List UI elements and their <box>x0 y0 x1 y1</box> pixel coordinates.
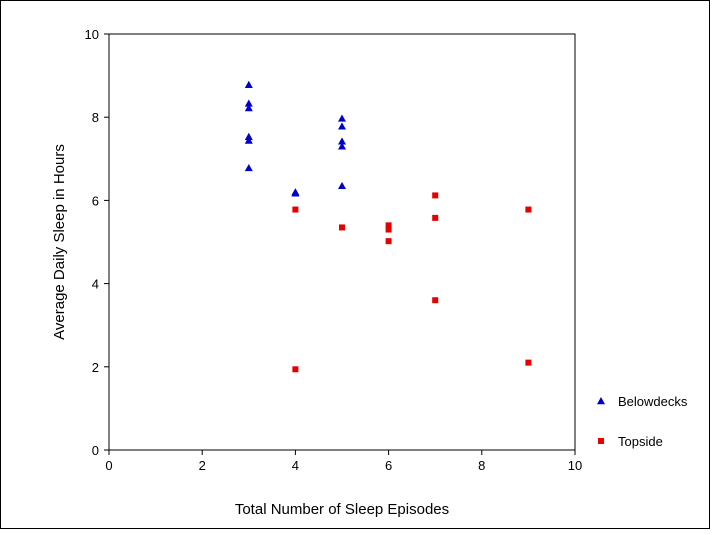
belowdecks-point <box>244 132 253 140</box>
belowdecks-point <box>338 181 346 190</box>
belowdecks-point <box>338 114 346 122</box>
topside-point <box>432 214 439 221</box>
belowdecks-legend-marker <box>597 397 605 405</box>
topside-point <box>292 366 299 373</box>
belowdecks-point <box>291 189 300 197</box>
axis-ticks: 0 2 4 6 8 10 0 2 4 6 8 10 <box>85 27 583 473</box>
belowdecks-point <box>338 137 346 145</box>
topside-point <box>385 238 392 245</box>
belowdecks-point <box>244 80 253 88</box>
belowdecks-point <box>338 122 346 130</box>
legend: Belowdecks Topside <box>597 394 688 449</box>
y-tick-label: 6 <box>92 193 99 208</box>
topside-point <box>292 206 299 213</box>
belowdecks-point <box>244 136 253 144</box>
y-axis-title: Average Daily Sleep in Hours <box>51 144 68 340</box>
topside-point <box>385 226 392 233</box>
data-points <box>244 80 532 373</box>
belowdecks-point <box>244 163 253 172</box>
x-tick-label: 0 <box>105 458 112 473</box>
y-tick-label: 10 <box>85 27 99 42</box>
belowdecks-point <box>244 99 253 107</box>
belowdecks-legend-label: Belowdecks <box>618 394 688 409</box>
topside-point <box>432 192 439 199</box>
topside-point <box>385 222 392 229</box>
x-tick-label: 6 <box>385 458 392 473</box>
x-tick-label: 10 <box>568 458 582 473</box>
x-tick-label: 4 <box>292 458 299 473</box>
y-tick-label: 4 <box>92 277 99 292</box>
belowdecks-point <box>338 142 346 150</box>
belowdecks-point <box>244 104 253 112</box>
x-tick-label: 2 <box>199 458 206 473</box>
y-tick-label: 8 <box>92 110 99 125</box>
topside-point <box>525 359 532 366</box>
x-tick-label: 8 <box>478 458 485 473</box>
topside-legend-label: Topside <box>618 434 663 449</box>
y-tick-label: 2 <box>92 360 99 375</box>
topside-point <box>432 297 439 304</box>
topside-legend-marker <box>598 438 604 444</box>
plot-area <box>108 33 576 451</box>
topside-point <box>525 206 532 213</box>
x-axis-title: Total Number of Sleep Episodes <box>235 501 449 518</box>
y-tick-label: 0 <box>92 443 99 458</box>
topside-point <box>339 224 345 231</box>
